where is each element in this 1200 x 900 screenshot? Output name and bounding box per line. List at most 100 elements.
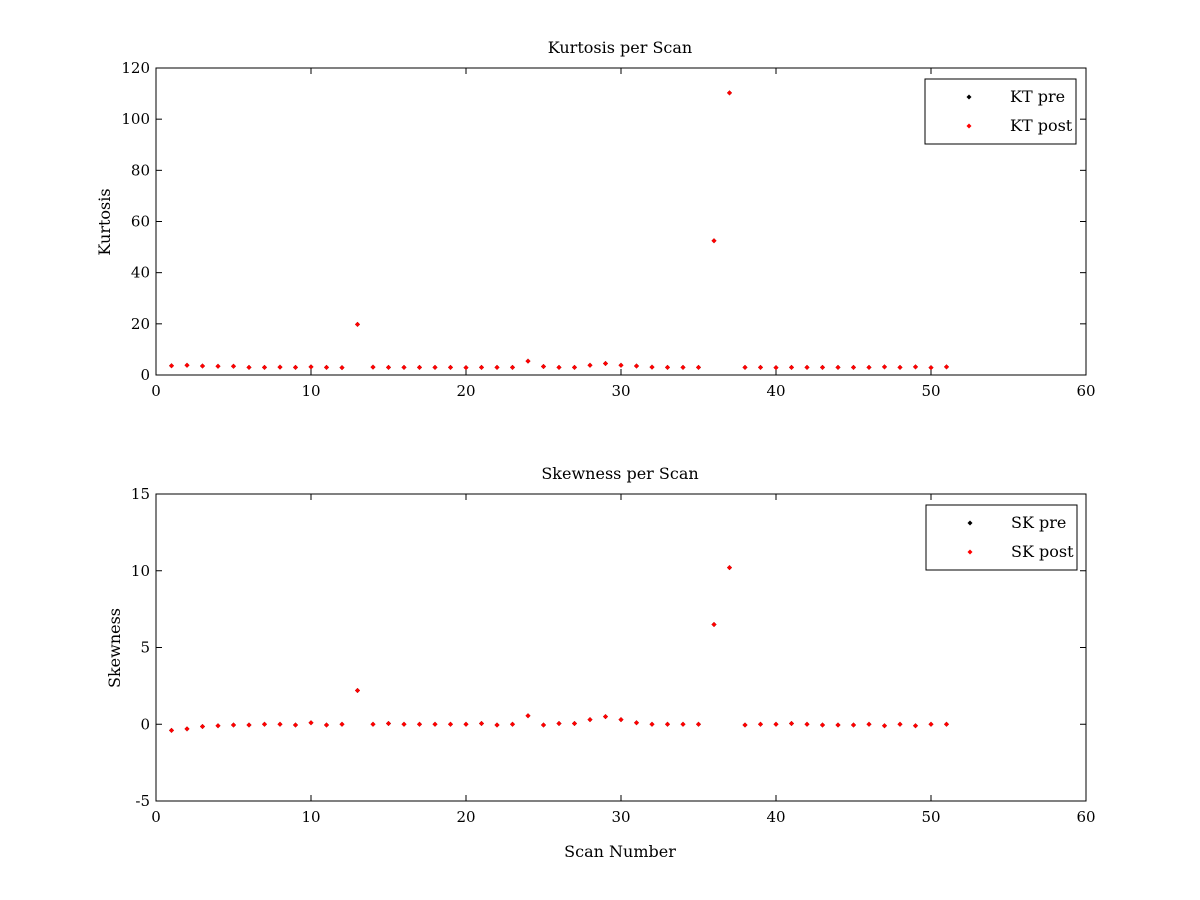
kurtosis-point-post: [494, 364, 500, 370]
kurtosis-point-post: [603, 360, 608, 366]
skewness-point-post: [494, 722, 500, 728]
kurtosis-point-post: [587, 362, 593, 368]
skewness-point-post: [339, 721, 345, 727]
kurtosis-point-post: [401, 364, 407, 370]
skewness-point-post: [587, 717, 593, 723]
kurtosis-x-tick-label: 20: [456, 382, 475, 400]
skewness-point-post: [820, 722, 825, 728]
kurtosis-point-post: [742, 364, 748, 370]
skewness-legend-label: SK pre: [1011, 513, 1066, 532]
skewness-point-post: [215, 723, 221, 729]
kurtosis-point-post: [696, 364, 701, 370]
skewness-point-post: [742, 722, 748, 728]
kurtosis-chart: Kurtosis per Scan Kurtosis 0 10 20 30 40 50 60…: [95, 38, 1096, 400]
skewness-point-post: [727, 565, 732, 571]
skewness-y-tick-label: 5: [140, 639, 150, 657]
skewness-x-tick-label: 10: [301, 808, 320, 826]
kurtosis-point-post: [231, 363, 236, 369]
skewness-point-post: [355, 687, 360, 693]
skewness-point-post: [479, 720, 484, 726]
skewness-point-post: [572, 720, 577, 726]
kurtosis-point-post: [649, 364, 655, 370]
skewness-point-post: [448, 721, 453, 727]
kurtosis-point-post: [804, 364, 810, 370]
skewness-point-post: [773, 721, 779, 727]
kurtosis-y-tick-label: 80: [131, 161, 150, 179]
skewness-point-post: [417, 721, 422, 727]
kurtosis-point-post: [386, 364, 391, 370]
skewness-point-post: [231, 722, 236, 728]
kurtosis-point-post: [866, 364, 872, 370]
skewness-point-post: [618, 717, 624, 723]
skewness-point-post: [711, 621, 717, 627]
skewness-point-post: [649, 721, 655, 727]
skewness-legend-marker: [967, 520, 973, 526]
kurtosis-point-post: [339, 365, 345, 371]
kurtosis-point-post: [882, 364, 887, 370]
skewness-point-post: [665, 721, 670, 727]
kurtosis-point-post: [711, 238, 717, 244]
skewness-point-post: [308, 720, 314, 726]
kurtosis-point-post: [200, 363, 205, 369]
skewness-point-post: [835, 722, 841, 728]
skewness-point-post: [882, 723, 887, 729]
kurtosis-point-post: [432, 364, 438, 370]
kurtosis-x-tick-label: 60: [1076, 382, 1095, 400]
kurtosis-point-post: [556, 364, 562, 370]
kurtosis-point-post: [215, 363, 221, 369]
skewness-point-post: [169, 727, 174, 733]
kurtosis-x-tick-label: 10: [301, 382, 320, 400]
skewness-point-post: [758, 721, 763, 727]
skewness-x-tick-label: 60: [1076, 808, 1095, 826]
skewness-point-post: [463, 721, 469, 727]
kurtosis-point-post: [758, 364, 763, 370]
kurtosis-point-post: [572, 364, 577, 370]
skewness-x-tick-label: 0: [151, 808, 161, 826]
kurtosis-point-post: [184, 362, 190, 368]
kurtosis-point-post: [525, 358, 531, 364]
kurtosis-point-post: [944, 364, 949, 370]
kurtosis-point-post: [773, 365, 779, 371]
skewness-point-post: [696, 721, 701, 727]
skewness-point-post: [634, 720, 639, 726]
kurtosis-point-post: [246, 364, 252, 370]
skewness-point-post: [851, 722, 856, 728]
kurtosis-x-tick-label: 0: [151, 382, 161, 400]
kurtosis-y-tick-label: 20: [131, 315, 150, 333]
skewness-y-tick-label: 0: [140, 715, 150, 733]
skewness-point-post: [556, 720, 562, 726]
kurtosis-point-post: [897, 364, 903, 370]
skewness-point-post: [789, 720, 794, 726]
kurtosis-x-tick-label: 50: [921, 382, 940, 400]
kurtosis-point-post: [308, 364, 314, 370]
kurtosis-y-tick-label: 100: [121, 110, 150, 128]
skewness-y-tick-label: -5: [135, 792, 150, 810]
kurtosis-point-post: [789, 364, 794, 370]
kurtosis-y-tick-label: 40: [131, 264, 150, 282]
kurtosis-point-post: [835, 364, 841, 370]
skewness-x-tick-label: 40: [766, 808, 785, 826]
skewness-point-post: [541, 722, 546, 728]
kurtosis-point-post: [355, 321, 360, 327]
kurtosis-y-tick-label: 0: [140, 366, 150, 384]
kurtosis-point-post: [324, 364, 329, 370]
kurtosis-point-post: [448, 364, 453, 370]
kurtosis-y-axis-title: Kurtosis: [95, 188, 114, 255]
skewness-y-tick-label: 10: [131, 562, 150, 580]
skewness-legend: SK pre SK post: [925, 504, 1078, 571]
skewness-point-post: [200, 724, 205, 730]
skewness-point-post: [324, 722, 329, 728]
kurtosis-point-post: [277, 364, 283, 370]
kurtosis-legend-box: [924, 78, 1077, 145]
skewness-point-post: [386, 720, 391, 726]
skewness-point-post: [510, 721, 515, 727]
kurtosis-x-tick-label: 40: [766, 382, 785, 400]
skewness-legend-box: [925, 504, 1078, 571]
skewness-point-post: [525, 713, 531, 719]
skewness-point-post: [804, 721, 810, 727]
kurtosis-chart-title: Kurtosis per Scan: [548, 38, 692, 57]
kurtosis-y-tick-label: 120: [121, 59, 150, 77]
skewness-legend-label: SK post: [1011, 542, 1074, 561]
skewness-point-post: [603, 714, 608, 720]
